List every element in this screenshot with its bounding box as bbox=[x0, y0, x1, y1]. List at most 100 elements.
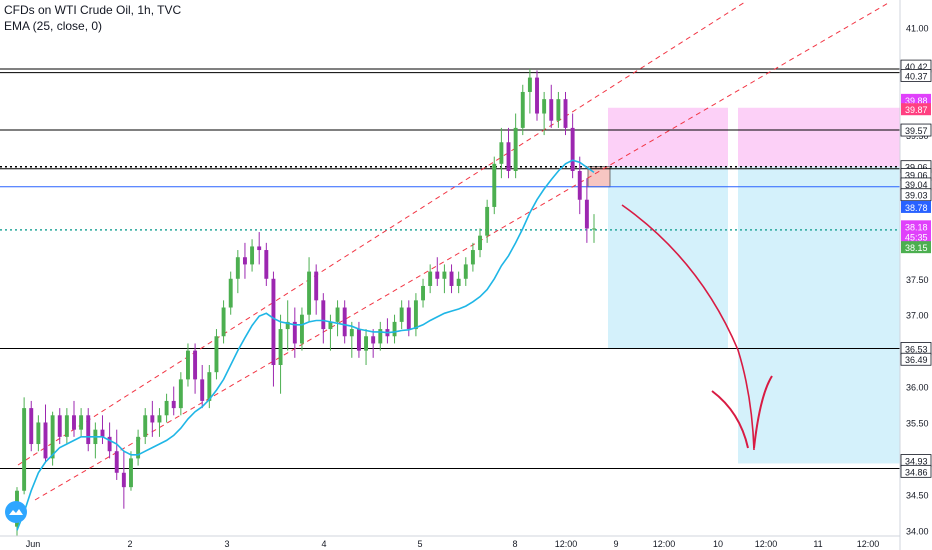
price-label-text: 40.37 bbox=[905, 71, 928, 81]
price-label-text: 39.88 bbox=[905, 96, 928, 106]
price-label-text: 34.93 bbox=[905, 457, 928, 467]
price-label-box bbox=[901, 241, 931, 254]
candle-body bbox=[171, 400, 176, 409]
position-zones bbox=[587, 107, 900, 464]
candle-body bbox=[449, 271, 454, 286]
candle-body bbox=[178, 379, 183, 409]
trend-channel bbox=[17, 1, 891, 501]
price-label-box bbox=[900, 188, 932, 202]
candle-body bbox=[107, 436, 112, 452]
candle-body bbox=[492, 163, 497, 207]
price-label-text: 45:35 bbox=[905, 232, 928, 242]
candle-body bbox=[264, 250, 269, 279]
time-tick-label: 12:00 bbox=[653, 539, 676, 549]
candle-body bbox=[356, 329, 361, 351]
price-axis-labels: 40.4240.3739.8839.8739.5739.0639.0639.04… bbox=[900, 59, 932, 478]
candle-body bbox=[563, 99, 568, 128]
candlestick-series bbox=[15, 68, 596, 536]
candle-body bbox=[592, 228, 596, 230]
price-tick-label: 34.50 bbox=[906, 490, 929, 500]
candle-body bbox=[200, 379, 205, 401]
price-label-box bbox=[900, 123, 932, 137]
candle-body bbox=[470, 250, 475, 265]
candle-body bbox=[29, 408, 34, 445]
price-tick-label: 37.50 bbox=[906, 275, 929, 285]
price-label-box bbox=[901, 230, 931, 243]
candle-body bbox=[499, 142, 504, 164]
time-tick-label: 2 bbox=[127, 539, 132, 549]
candle-body bbox=[250, 246, 255, 265]
candle-body bbox=[520, 91, 525, 128]
candle-body bbox=[577, 171, 582, 200]
candle-body bbox=[485, 206, 490, 236]
time-tick-label: 11 bbox=[813, 539, 822, 549]
time-tick-label: 12:00 bbox=[857, 539, 880, 549]
candle-body bbox=[378, 329, 383, 344]
target-zone-1[interactable] bbox=[608, 166, 728, 349]
candle-body bbox=[257, 246, 262, 251]
price-tick-label: 36.00 bbox=[906, 383, 929, 393]
candle-body bbox=[79, 415, 84, 430]
candle-body bbox=[50, 415, 55, 459]
candle-body bbox=[136, 436, 141, 459]
candle-body bbox=[121, 472, 126, 488]
time-tick-label: 12:00 bbox=[755, 539, 778, 549]
candle-body bbox=[442, 271, 447, 279]
candle-body bbox=[64, 415, 69, 437]
price-tick-label: 37.00 bbox=[906, 311, 929, 321]
candle-body bbox=[478, 235, 482, 251]
stop-zone-1[interactable] bbox=[608, 107, 728, 167]
time-tick-label: 9 bbox=[613, 539, 618, 549]
candle-body bbox=[371, 336, 376, 344]
price-label-box bbox=[900, 464, 932, 478]
price-label-text: 39.06 bbox=[905, 163, 928, 173]
candle-body bbox=[186, 350, 190, 380]
candle-body bbox=[556, 99, 561, 121]
candle-body bbox=[86, 415, 91, 445]
channel-line[interactable] bbox=[34, 1, 891, 501]
candle-body bbox=[285, 321, 290, 330]
candle-body bbox=[235, 257, 240, 279]
candle-body bbox=[157, 415, 162, 423]
candle-body bbox=[36, 422, 41, 445]
stop-zone-2[interactable] bbox=[738, 107, 900, 167]
candle-body bbox=[307, 271, 312, 315]
ema-line bbox=[16, 159, 595, 531]
candle-body bbox=[114, 451, 119, 473]
candle-body bbox=[392, 321, 397, 337]
price-label-text: 39.57 bbox=[905, 126, 928, 136]
price-label-box bbox=[901, 103, 931, 116]
arrowhead-right[interactable] bbox=[753, 375, 773, 449]
candle-body bbox=[278, 329, 283, 365]
ema-series bbox=[16, 159, 595, 531]
candle-body bbox=[527, 77, 532, 92]
candle-body bbox=[335, 307, 340, 322]
candle-body bbox=[214, 336, 219, 373]
candle-body bbox=[242, 257, 247, 265]
candle-body bbox=[463, 264, 468, 279]
candle-body bbox=[43, 422, 48, 459]
price-label-text: 36.49 bbox=[905, 355, 928, 365]
candle-body bbox=[570, 127, 575, 172]
price-label-text: 40.42 bbox=[905, 62, 928, 72]
time-tick-label: 12:00 bbox=[555, 539, 578, 549]
price-tick-label: 35.50 bbox=[906, 418, 929, 428]
projection-curve[interactable] bbox=[621, 204, 755, 451]
price-label-box bbox=[901, 93, 931, 106]
price-label-box bbox=[901, 220, 931, 233]
candle-body bbox=[542, 99, 547, 114]
candle-body bbox=[513, 127, 518, 172]
candle-body bbox=[435, 271, 440, 279]
arrowhead-left[interactable] bbox=[711, 390, 749, 449]
price-label-text: 38.15 bbox=[905, 243, 928, 253]
price-label-text: 39.04 bbox=[905, 180, 928, 190]
candle-body bbox=[314, 271, 319, 301]
candle-body bbox=[228, 278, 233, 308]
time-tick-label: 8 bbox=[512, 539, 517, 549]
time-axis: Jun 2 3 4 5 8 12:00 9 12:00 10 12:00 11 12:00 bbox=[0, 535, 900, 549]
time-tick-label: 10 bbox=[713, 539, 723, 549]
candle-body bbox=[428, 271, 433, 286]
candle-body bbox=[129, 458, 133, 488]
target-zone-2[interactable] bbox=[738, 166, 900, 464]
